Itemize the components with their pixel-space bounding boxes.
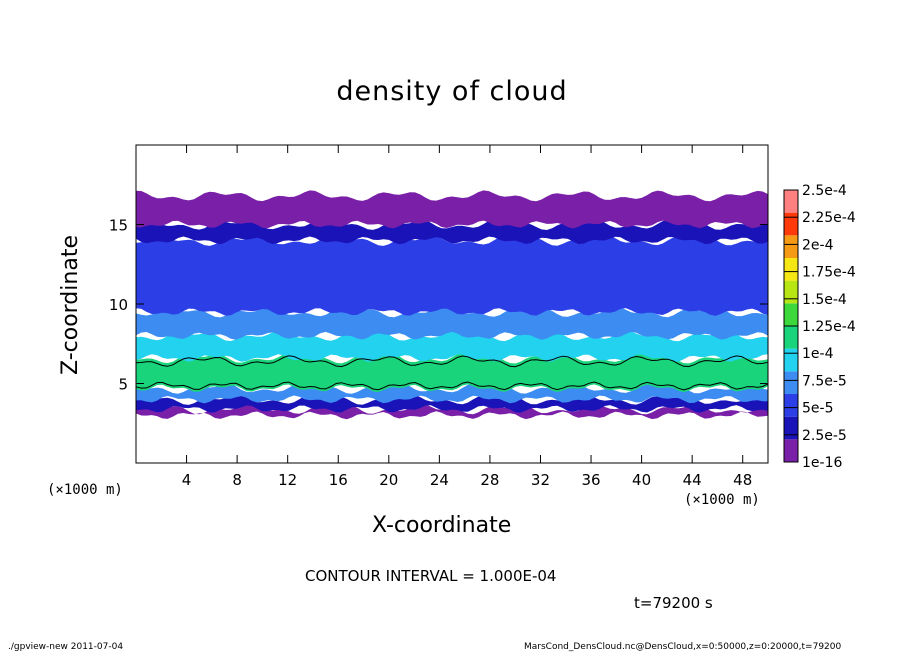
x-axis-label: X-coordinate — [372, 513, 512, 538]
colorbar-segment — [784, 190, 798, 213]
x-tick-label: 32 — [531, 471, 550, 489]
colorbar-label: 2e-4 — [802, 237, 834, 253]
x-tick-label: 12 — [278, 471, 297, 489]
x-tick-label: 16 — [329, 471, 348, 489]
y-tick-label: 15 — [109, 217, 128, 235]
chart-title: density of cloud — [336, 76, 568, 107]
footer-right: MarsCond_DensCloud.nc@DensCloud,x=0:5000… — [524, 642, 842, 652]
x-tick-label: 48 — [733, 471, 752, 489]
colorbar-label: 2.5e-5 — [802, 428, 847, 444]
x-tick-label: 4 — [182, 471, 192, 489]
contour-interval: CONTOUR INTERVAL = 1.000E-04 — [305, 567, 557, 585]
colorbar-label: 2.25e-4 — [802, 210, 856, 226]
field-layer — [136, 330, 768, 362]
field-layer — [136, 352, 768, 393]
colorbar-segment — [784, 416, 798, 440]
x-tick-label: 28 — [480, 471, 499, 489]
colorbar-segment — [784, 348, 798, 372]
colorbar-segment — [784, 258, 798, 281]
colorbar-segment — [784, 212, 798, 236]
colorbar-segment — [784, 280, 798, 304]
y-tick-label: 10 — [109, 296, 128, 314]
colorbar-label: 1.5e-4 — [802, 292, 847, 308]
colorbar-segment — [784, 371, 798, 394]
x-unit-label: (×1000 m) — [684, 492, 760, 508]
y-axis-label: Z-coordinate — [58, 235, 83, 375]
x-tick-label: 8 — [232, 471, 242, 489]
x-tick-label: 20 — [379, 471, 398, 489]
footer-left: ./gpview-new 2011-07-04 — [8, 642, 124, 652]
field-layer — [136, 403, 768, 420]
x-tick-label: 44 — [683, 471, 702, 489]
colorbar-segment — [784, 303, 798, 326]
colorbar-segment — [784, 235, 798, 258]
field-layer — [136, 382, 768, 404]
colorbar-label: 5e-5 — [802, 401, 833, 417]
colorbar-segment — [784, 326, 798, 349]
colorbar-label: 7.5e-5 — [802, 373, 847, 389]
z-unit-label: (×1000 m) — [47, 482, 123, 498]
colorbar-label: 1e-16 — [802, 455, 842, 471]
colorbar-label: 1.25e-4 — [802, 319, 856, 335]
colorbar-label: 1e-4 — [802, 346, 834, 362]
colorbar-segment — [784, 439, 798, 462]
colorbar-label: 2.5e-4 — [802, 183, 847, 199]
x-tick-label: 40 — [632, 471, 651, 489]
colorbar-label: 1.75e-4 — [802, 265, 856, 281]
contour-line — [136, 355, 768, 391]
field-layer — [136, 235, 768, 316]
colorbar-segment — [784, 394, 798, 417]
field-layer — [136, 306, 768, 340]
field-layer — [136, 219, 768, 245]
y-tick-label: 5 — [118, 376, 128, 394]
x-tick-label: 36 — [581, 471, 600, 489]
time-label: t=79200 s — [634, 594, 713, 612]
field-layer — [136, 393, 768, 413]
x-tick-label: 24 — [430, 471, 449, 489]
field-layer — [136, 190, 768, 229]
